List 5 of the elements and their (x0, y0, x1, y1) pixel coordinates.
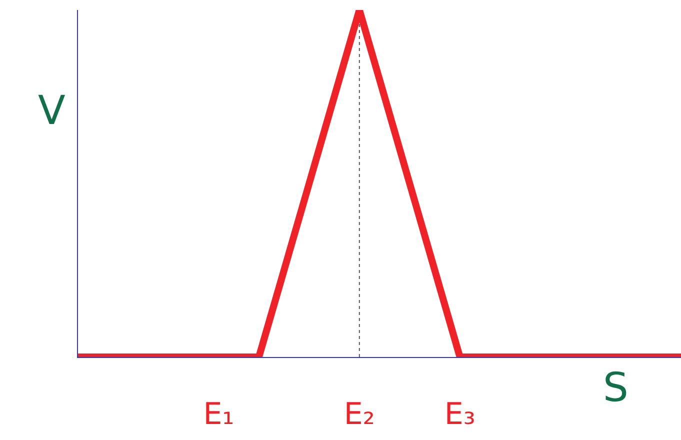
x-tick-label: E₁ (203, 397, 234, 432)
x-axis-title: S (603, 365, 628, 411)
x-tick-label: E₃ (444, 397, 476, 432)
x-tick-label: E₂ (344, 397, 375, 432)
y-axis-title: V (38, 88, 66, 134)
